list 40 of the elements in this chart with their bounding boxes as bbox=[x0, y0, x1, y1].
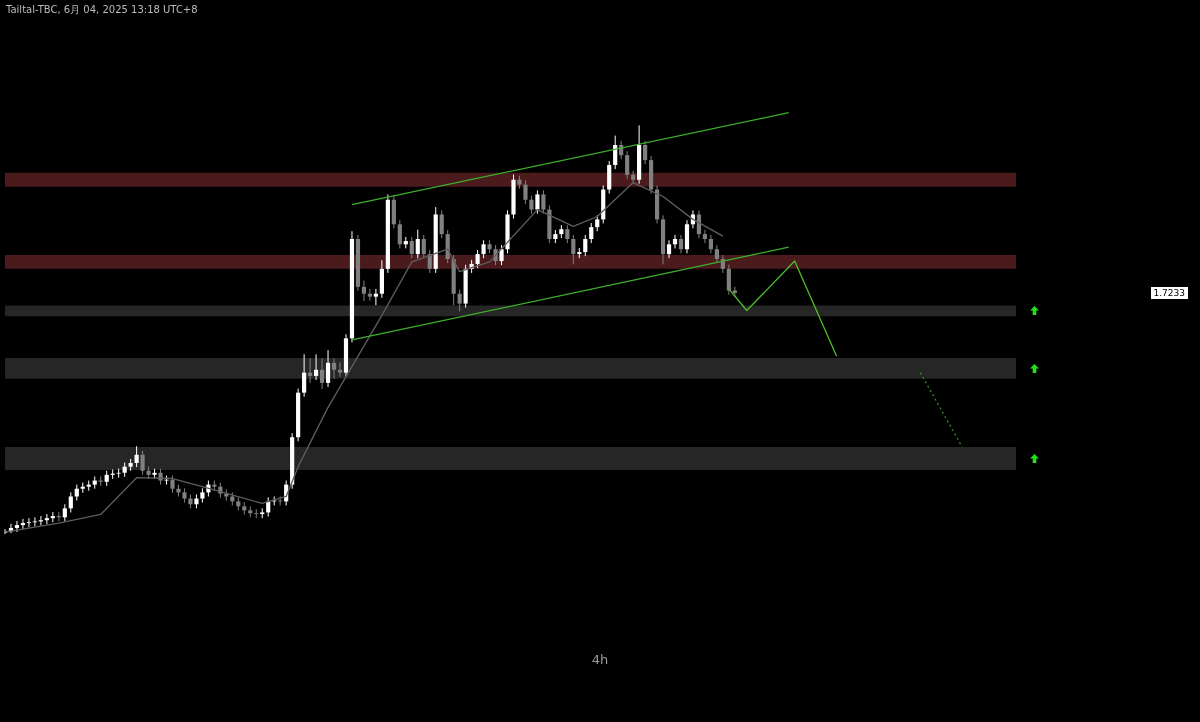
candlestick bbox=[708, 234, 713, 254]
candlestick bbox=[726, 264, 731, 296]
candlestick bbox=[361, 280, 367, 302]
candlestick bbox=[397, 219, 402, 249]
candlestick bbox=[696, 209, 702, 239]
candlestick bbox=[421, 234, 426, 259]
candlestick bbox=[313, 353, 319, 381]
candlestick bbox=[134, 445, 139, 468]
candlestick bbox=[367, 288, 373, 302]
candlestick bbox=[678, 234, 684, 254]
candlestick bbox=[409, 236, 414, 259]
candlestick bbox=[439, 209, 444, 239]
text: Tailtal-TBC, 6月 04, 2025 13:18 UTC+8 bbox=[6, 3, 198, 17]
text: 4h bbox=[590, 652, 610, 667]
candlestick bbox=[457, 289, 462, 312]
candlestick bbox=[32, 516, 38, 527]
candlestick bbox=[373, 288, 378, 306]
candlestick bbox=[499, 244, 504, 266]
candlestick bbox=[68, 491, 73, 513]
candlestick bbox=[302, 353, 307, 398]
candlestick bbox=[26, 517, 32, 528]
candlestick bbox=[631, 170, 636, 185]
candlestick bbox=[672, 234, 678, 249]
candlestick bbox=[571, 234, 576, 265]
candlestick bbox=[523, 180, 528, 205]
candlestick bbox=[319, 357, 325, 390]
candlestick bbox=[337, 361, 343, 378]
candlestick bbox=[643, 140, 648, 165]
candlestick bbox=[325, 349, 331, 388]
candlestick bbox=[331, 357, 337, 380]
candlestick bbox=[14, 520, 20, 533]
candlestick bbox=[589, 222, 594, 244]
candlestick bbox=[702, 229, 708, 244]
candlestick bbox=[541, 189, 546, 215]
candlestick bbox=[535, 189, 540, 215]
text: 1.7233 bbox=[1150, 286, 1188, 299]
candlestick bbox=[415, 229, 420, 259]
candlestick bbox=[140, 450, 145, 476]
candlestick bbox=[583, 234, 588, 257]
candlestick bbox=[625, 150, 630, 180]
